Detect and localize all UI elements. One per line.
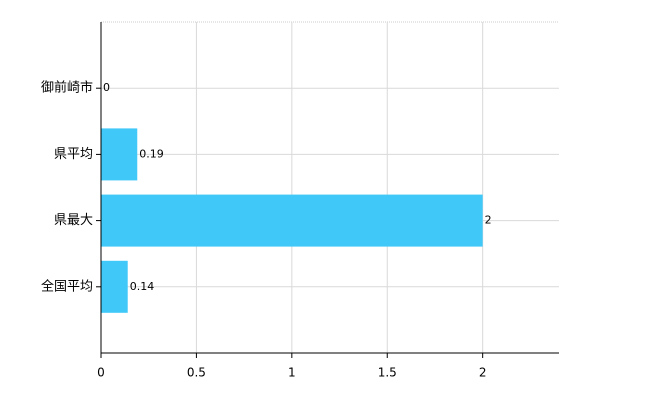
value-label: 2 xyxy=(485,214,492,227)
y-tick-label: 御前崎市 xyxy=(41,80,93,96)
bar xyxy=(101,194,483,247)
value-label: 0 xyxy=(103,81,110,94)
value-label: 0.19 xyxy=(139,147,164,160)
x-tick-label: 0 xyxy=(97,366,105,380)
bar xyxy=(101,128,138,181)
y-tick-label: 県平均 xyxy=(54,147,93,162)
x-tick-label: 1 xyxy=(288,366,296,380)
bar xyxy=(101,260,128,313)
x-tick-label: 0.5 xyxy=(187,366,206,380)
y-tick-label: 県最大 xyxy=(54,213,93,228)
y-tick-label: 全国平均 xyxy=(41,278,93,294)
x-tick-label: 2 xyxy=(479,366,487,380)
x-tick-label: 1.5 xyxy=(378,366,397,380)
value-label: 0.14 xyxy=(130,280,155,293)
